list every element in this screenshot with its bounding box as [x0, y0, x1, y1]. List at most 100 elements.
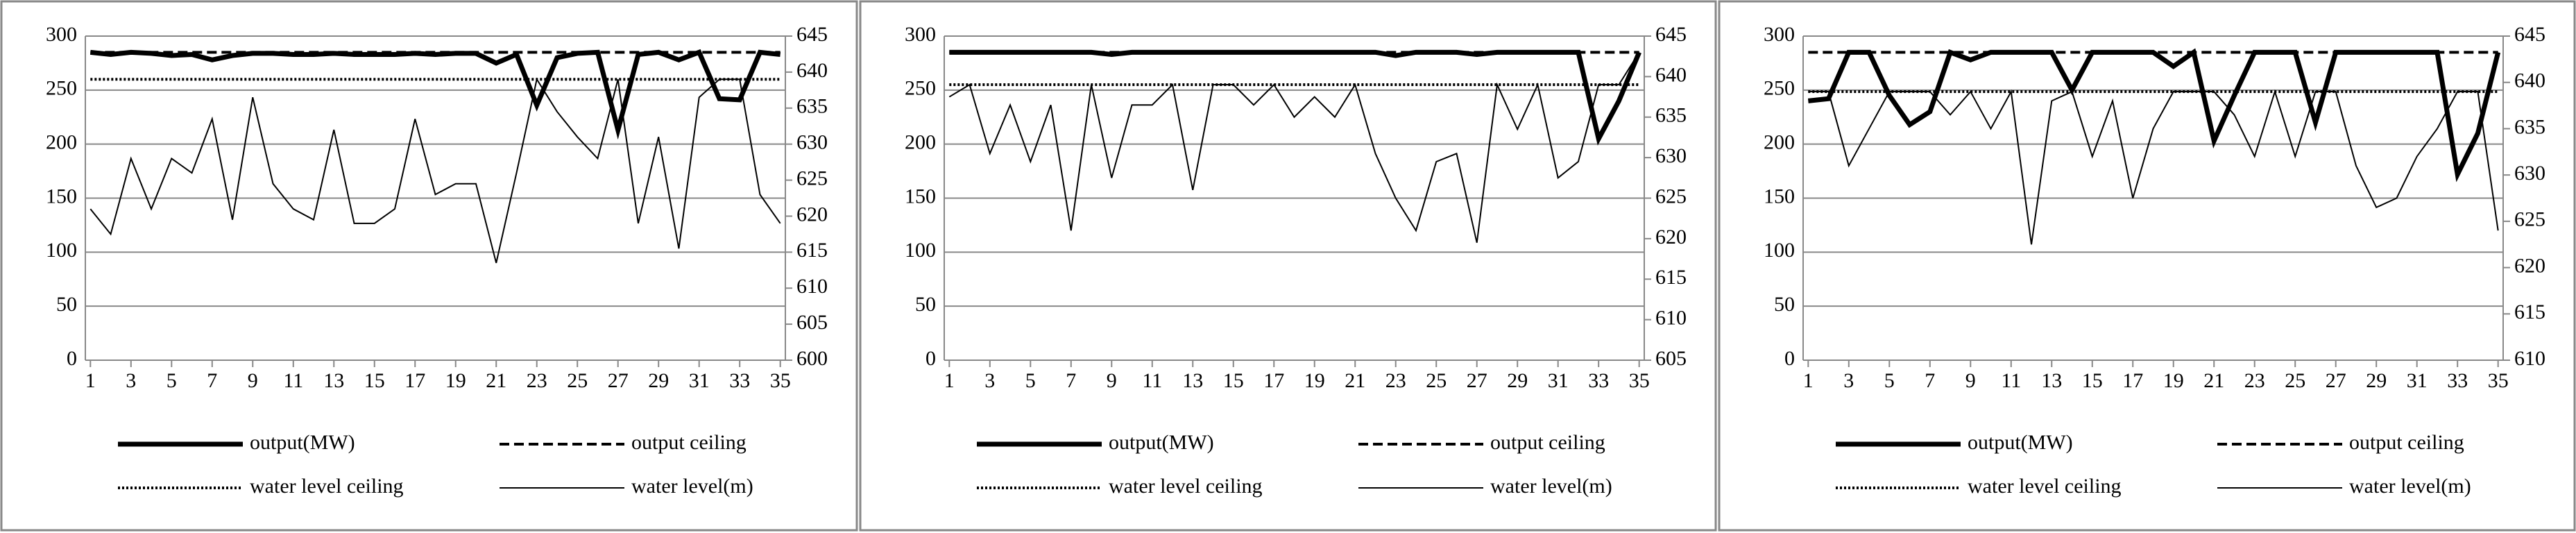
y2-tick-label: 640	[2514, 69, 2545, 92]
chart-panel: 0 50 100 150 200 250 300 600 605 610 615 620 625 630 6…	[0, 0, 858, 532]
y2-tick-label: 610	[2514, 347, 2545, 370]
y2-tick-label: 605	[796, 311, 828, 334]
chart-panel: 0 50 100 150 200 250 300 610 615 620 625 630 635 640 6…	[1718, 0, 2576, 532]
y-tick-label: 300	[46, 23, 77, 46]
x-tick-label: 9	[1965, 369, 1976, 392]
x-tick-label: 1	[944, 369, 955, 392]
x-tick-label: 21	[2203, 369, 2224, 392]
x-tick-label: 19	[445, 369, 466, 392]
y-tick-label: 250	[46, 77, 77, 100]
series-line	[948, 51, 1640, 243]
x-tick-label: 13	[2041, 369, 2062, 392]
x-tick-label: 35	[2488, 369, 2509, 392]
legend-label: output(MW)	[1968, 431, 2073, 454]
legend-label: output ceiling	[2349, 431, 2464, 454]
x-tick-label: 15	[364, 369, 385, 392]
y2-tick-label: 630	[796, 131, 828, 154]
x-tick-label: 25	[1426, 369, 1447, 392]
x-tick-label: 1	[85, 369, 96, 392]
y-tick-label: 100	[1764, 239, 1795, 262]
x-tick-label: 17	[404, 369, 425, 392]
legend-label: output(MW)	[250, 431, 355, 454]
y2-tick-label: 610	[796, 275, 828, 298]
x-tick-label: 21	[486, 369, 506, 392]
y2-tick-label: 615	[796, 239, 828, 262]
x-tick-label: 5	[167, 369, 177, 392]
y-tick-label: 0	[67, 347, 77, 370]
x-tick-label: 17	[2122, 369, 2143, 392]
y-tick-label: 200	[905, 131, 936, 154]
panel-border	[0, 0, 858, 532]
x-tick-label: 17	[1263, 369, 1284, 392]
legend-label: output ceiling	[631, 431, 747, 454]
y-tick-label: 0	[926, 347, 936, 370]
x-tick-label: 29	[1507, 369, 1528, 392]
x-tick-label: 33	[729, 369, 750, 392]
y2-tick-label: 620	[1655, 226, 1687, 248]
y-tick-label: 300	[905, 23, 936, 46]
x-tick-label: 25	[567, 369, 588, 392]
y2-tick-label: 620	[796, 203, 828, 226]
y2-tick-label: 630	[2514, 162, 2545, 185]
x-tick-label: 13	[323, 369, 344, 392]
x-tick-label: 27	[2326, 369, 2346, 392]
y-tick-label: 100	[46, 239, 77, 262]
legend-label: water level(m)	[1490, 475, 1612, 498]
y2-tick-label: 640	[1655, 63, 1687, 86]
x-tick-label: 33	[1588, 369, 1609, 392]
series-line	[949, 49, 1641, 146]
panel-border	[859, 0, 1717, 532]
y-tick-label: 250	[905, 77, 936, 100]
y2-tick-label: 620	[2514, 254, 2545, 277]
y2-tick-label: 635	[796, 95, 828, 118]
legend-label: water level ceiling	[1968, 475, 2122, 498]
y2-tick-label: 635	[1655, 104, 1687, 127]
x-tick-label: 25	[2285, 369, 2305, 392]
x-tick-label: 21	[1345, 369, 1365, 392]
x-tick-label: 7	[1925, 369, 1935, 392]
legend-label: water level ceiling	[250, 475, 404, 498]
y-tick-label: 50	[915, 293, 936, 316]
legend-label: water level ceiling	[1109, 475, 1263, 498]
x-tick-label: 11	[283, 369, 303, 392]
x-tick-label: 23	[2244, 369, 2265, 392]
x-tick-label: 3	[1843, 369, 1854, 392]
x-tick-label: 35	[1629, 369, 1650, 392]
x-tick-label: 5	[1884, 369, 1895, 392]
x-tick-label: 29	[648, 369, 669, 392]
y2-tick-label: 625	[1655, 185, 1687, 208]
x-tick-label: 15	[1223, 369, 1244, 392]
x-tick-label: 15	[2082, 369, 2103, 392]
y-tick-label: 50	[56, 293, 77, 316]
x-tick-label: 23	[1385, 369, 1406, 392]
y-tick-label: 150	[905, 185, 936, 208]
x-tick-label: 29	[2366, 369, 2387, 392]
y2-tick-label: 615	[1655, 266, 1687, 289]
x-tick-label: 35	[770, 369, 791, 392]
x-tick-label: 31	[2407, 369, 2428, 392]
series-line	[1808, 89, 2499, 245]
y-tick-label: 0	[1784, 347, 1795, 370]
series-line	[89, 49, 781, 140]
x-tick-label: 11	[1142, 369, 1162, 392]
x-tick-label: 3	[984, 369, 995, 392]
y-tick-label: 50	[1774, 293, 1795, 316]
y2-tick-label: 615	[2514, 301, 2545, 323]
series-line	[1807, 48, 2501, 183]
y2-tick-label: 605	[1655, 347, 1687, 370]
legend-label: water level(m)	[631, 475, 753, 498]
x-tick-label: 5	[1025, 369, 1036, 392]
x-tick-label: 3	[126, 369, 136, 392]
y2-tick-label: 610	[1655, 307, 1687, 330]
chart-panel: 0 50 100 150 200 250 300 605 610 615 620 625 630 635 6…	[859, 0, 1717, 532]
x-tick-label: 19	[2163, 369, 2184, 392]
y-tick-label: 200	[46, 131, 77, 154]
y2-tick-label: 630	[1655, 144, 1687, 167]
y-tick-label: 300	[1764, 23, 1795, 46]
panel-border	[1718, 0, 2576, 532]
y2-tick-label: 625	[2514, 208, 2545, 231]
x-tick-label: 7	[207, 369, 217, 392]
x-tick-label: 19	[1304, 369, 1325, 392]
x-tick-label: 31	[1548, 369, 1569, 392]
